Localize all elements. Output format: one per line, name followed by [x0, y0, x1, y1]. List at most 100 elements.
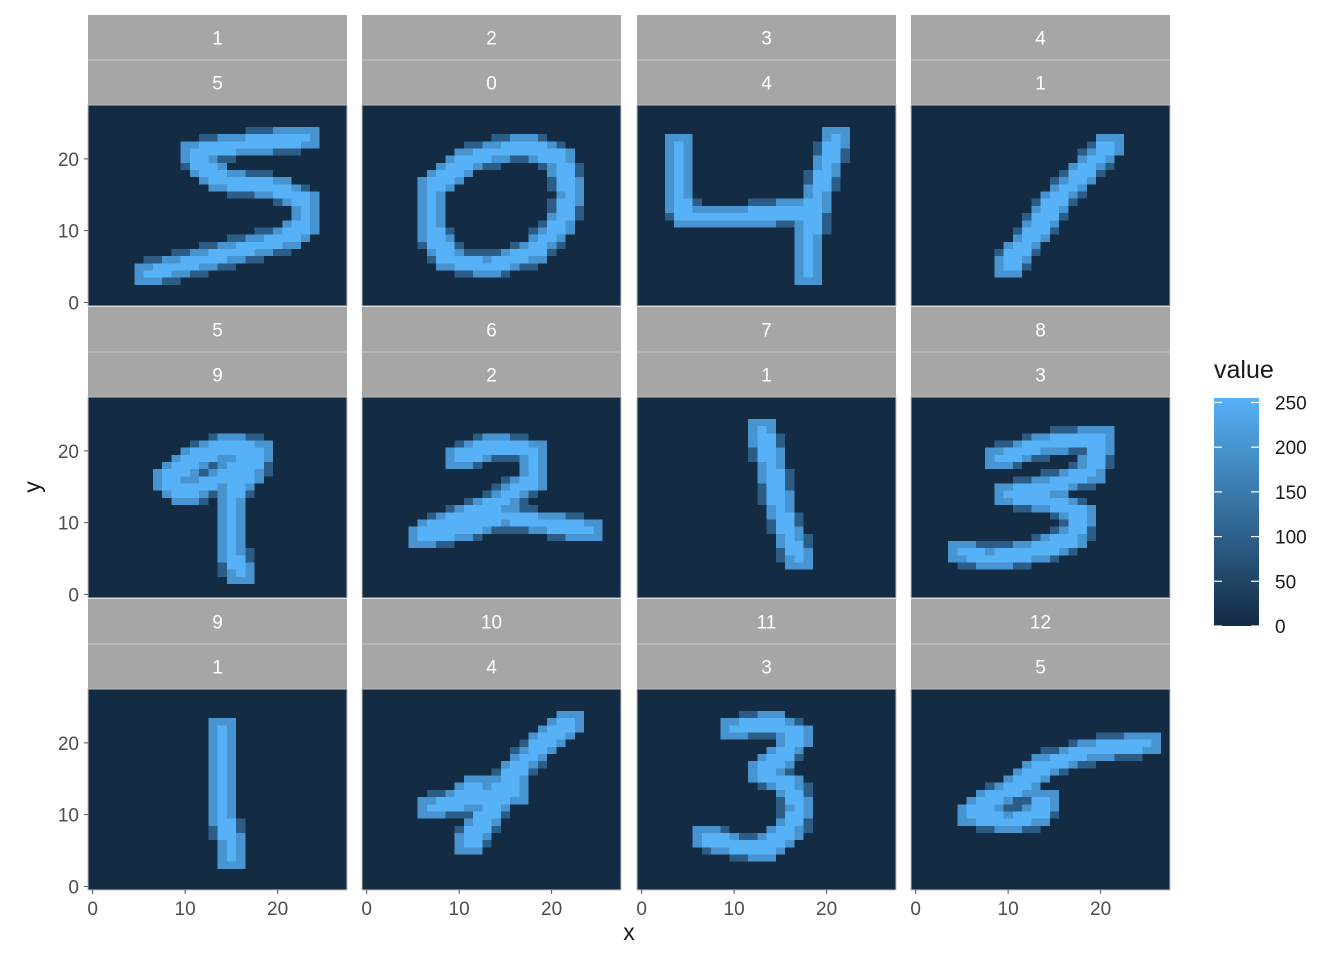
- heatmap-tile: [97, 155, 107, 163]
- heatmap-tile: [1013, 134, 1023, 142]
- heatmap-tile: [464, 119, 474, 127]
- heatmap-tile: [859, 134, 869, 142]
- heatmap-tile: [1142, 141, 1152, 149]
- heatmap-tile: [144, 483, 154, 491]
- heatmap-tile: [208, 249, 218, 257]
- heatmap-tile: [418, 569, 428, 577]
- heatmap-tile: [245, 519, 255, 527]
- heatmap-tile: [994, 148, 1004, 156]
- heatmap-tile: [319, 162, 329, 170]
- heatmap-tile: [408, 191, 418, 199]
- heatmap-tile: [301, 141, 311, 149]
- heatmap-tile: [97, 162, 107, 170]
- heatmap-tile: [538, 426, 548, 434]
- heatmap-tile: [1078, 170, 1088, 178]
- heatmap-tile: [957, 241, 967, 249]
- heatmap-tile: [757, 127, 767, 135]
- heatmap-tile: [473, 162, 483, 170]
- heatmap-tile: [329, 576, 339, 584]
- heatmap-tile: [153, 220, 163, 228]
- heatmap-tile: [593, 155, 603, 163]
- heatmap-tile: [1105, 105, 1115, 113]
- heatmap-tile: [264, 227, 274, 235]
- heatmap-tile: [390, 476, 400, 484]
- heatmap-tile: [519, 433, 529, 441]
- heatmap-tile: [785, 292, 795, 300]
- heatmap-tile: [831, 177, 841, 185]
- heatmap-tile: [427, 562, 437, 570]
- heatmap-tile: [236, 270, 246, 278]
- heatmap-tile: [1124, 105, 1134, 113]
- heatmap-tile: [1133, 292, 1143, 300]
- heatmap-tile: [255, 119, 265, 127]
- heatmap-tile: [492, 397, 502, 405]
- heatmap-tile: [371, 206, 381, 214]
- heatmap-tile: [362, 576, 372, 584]
- heatmap-tile: [584, 127, 594, 135]
- heatmap-tile: [1152, 299, 1162, 307]
- heatmap-tile: [1124, 184, 1134, 192]
- heatmap-tile: [930, 127, 940, 135]
- heatmap-tile: [646, 256, 656, 264]
- heatmap-tile: [1078, 184, 1088, 192]
- heatmap-tile: [390, 220, 400, 228]
- heatmap-tile: [711, 277, 721, 285]
- heatmap-tile: [199, 127, 209, 135]
- heatmap-tile: [482, 162, 492, 170]
- heatmap-tile: [957, 177, 967, 185]
- heatmap-tile: [245, 533, 255, 541]
- heatmap-tile: [656, 227, 666, 235]
- heatmap-tile: [338, 170, 348, 178]
- heatmap-tile: [1087, 155, 1097, 163]
- heatmap-tile: [1013, 162, 1023, 170]
- heatmap-tile: [208, 505, 218, 513]
- heatmap-tile: [674, 220, 684, 228]
- heatmap-tile: [329, 541, 339, 549]
- heatmap-tile: [445, 576, 455, 584]
- heatmap-tile: [1161, 292, 1171, 300]
- heatmap-tile: [125, 112, 135, 120]
- heatmap-tile: [646, 498, 656, 506]
- heatmap-tile: [794, 177, 804, 185]
- heatmap-tile: [556, 220, 566, 228]
- heatmap-tile: [144, 541, 154, 549]
- heatmap-tile: [967, 234, 977, 242]
- heatmap-tile: [1152, 206, 1162, 214]
- heatmap-tile: [301, 512, 311, 520]
- heatmap-tile: [381, 555, 391, 563]
- heatmap-tile: [218, 569, 228, 577]
- heatmap-tile: [711, 112, 721, 120]
- heatmap-tile: [985, 213, 995, 221]
- heatmap-tile: [1059, 234, 1069, 242]
- heatmap-tile: [868, 234, 878, 242]
- heatmap-tile: [399, 555, 409, 563]
- heatmap-tile: [492, 213, 502, 221]
- heatmap-tile: [1004, 112, 1014, 120]
- heatmap-tile: [1041, 213, 1051, 221]
- heatmap-tile: [464, 148, 474, 156]
- heatmap-tile: [501, 277, 511, 285]
- heatmap-tile: [273, 119, 283, 127]
- heatmap-tile: [757, 198, 767, 206]
- heatmap-tile: [144, 127, 154, 135]
- heatmap-tile: [656, 134, 666, 142]
- heatmap-tile: [720, 263, 730, 271]
- heatmap-tile: [181, 505, 191, 513]
- heatmap-tile: [88, 191, 98, 199]
- heatmap-tile: [593, 490, 603, 498]
- heatmap-tile: [603, 519, 613, 527]
- heatmap-tile: [501, 541, 511, 549]
- heatmap-tile: [464, 440, 474, 448]
- heatmap-tile: [637, 433, 647, 441]
- heatmap-tile: [245, 419, 255, 427]
- heatmap-tile: [319, 584, 329, 592]
- heatmap-tile: [1022, 148, 1032, 156]
- heatmap-tile: [1133, 119, 1143, 127]
- heatmap-tile: [144, 177, 154, 185]
- heatmap-tile: [1152, 270, 1162, 278]
- heatmap-tile: [785, 134, 795, 142]
- heatmap-tile: [1041, 284, 1051, 292]
- heatmap-tile: [501, 419, 511, 427]
- heatmap-tile: [920, 277, 930, 285]
- heatmap-tile: [464, 170, 474, 178]
